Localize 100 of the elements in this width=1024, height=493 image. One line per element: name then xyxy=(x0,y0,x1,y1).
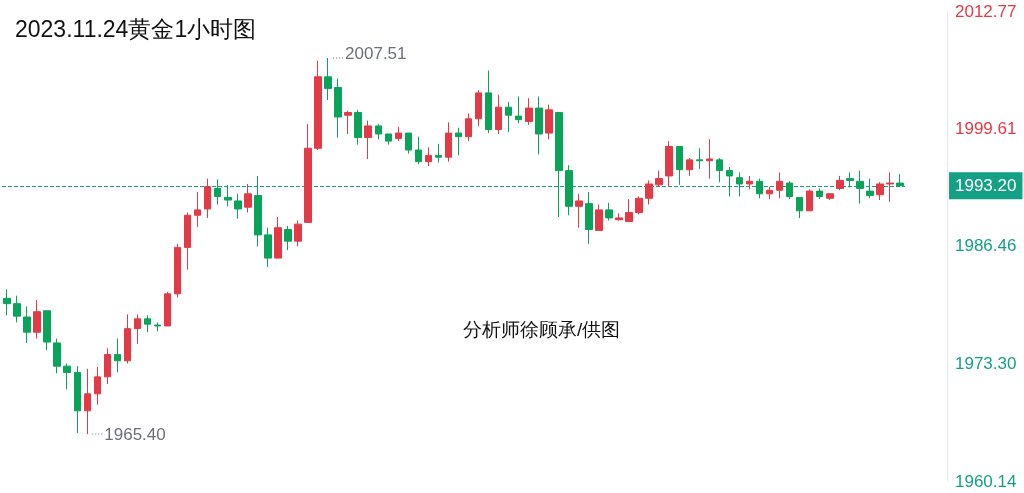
annotation: 分析师徐顾承/供图 xyxy=(463,319,621,340)
candlestick xyxy=(515,95,522,124)
candlestick xyxy=(686,157,693,177)
candlestick xyxy=(816,187,823,200)
candlestick xyxy=(806,188,813,212)
candlestick xyxy=(475,89,482,127)
candlestick xyxy=(455,127,462,156)
y-tick-label: 2012.77 xyxy=(955,1,1017,21)
candlestick xyxy=(53,337,61,374)
candlestick xyxy=(84,368,91,435)
candlestick xyxy=(63,362,71,390)
candlestick xyxy=(334,78,342,139)
candlestick xyxy=(876,181,884,201)
candlestick xyxy=(33,299,41,339)
candlestick xyxy=(264,227,272,268)
candlestick xyxy=(94,366,101,406)
candlestick xyxy=(294,220,302,247)
candlestick xyxy=(716,157,723,183)
candlestick xyxy=(565,164,573,216)
candlestick xyxy=(284,225,292,251)
candlestick xyxy=(635,195,643,215)
candlestick xyxy=(114,337,121,373)
candlestick xyxy=(545,104,553,140)
candlestick xyxy=(405,132,412,155)
candlestick xyxy=(354,109,362,146)
candlestick xyxy=(615,212,623,222)
candlestick xyxy=(204,178,211,219)
candlestick xyxy=(364,120,372,160)
chart-title: 2023.11.24黄金1小时图 xyxy=(15,15,257,42)
candlestick xyxy=(13,295,21,323)
candlestick xyxy=(3,288,11,316)
candlestick xyxy=(194,191,201,228)
candlestick xyxy=(826,193,834,201)
candlestick xyxy=(144,314,151,333)
y-tick-label: 1960.14 xyxy=(955,471,1017,491)
candlestick xyxy=(836,175,844,191)
candlestick xyxy=(766,186,773,200)
candlestick xyxy=(585,191,593,245)
candlestick xyxy=(676,145,683,186)
candlestick xyxy=(304,123,312,223)
candlestick xyxy=(505,101,512,133)
candlestick xyxy=(154,321,161,332)
candlestick xyxy=(525,97,533,126)
candlestick xyxy=(395,126,402,142)
candlestick xyxy=(415,136,422,165)
candlestick xyxy=(555,112,563,218)
candlestick xyxy=(645,179,653,206)
candlestick xyxy=(385,133,392,146)
candlestick xyxy=(776,171,783,199)
candlestick xyxy=(435,143,442,164)
candlestick xyxy=(896,173,904,187)
candlestick xyxy=(274,216,282,259)
candlestick xyxy=(184,212,191,271)
candlestick xyxy=(756,178,763,199)
candlestick xyxy=(625,198,633,222)
annotation: 1965.40 xyxy=(104,424,166,444)
candlestick xyxy=(726,166,733,197)
candlestick xyxy=(324,57,332,101)
candlestick xyxy=(485,70,492,134)
candlestick xyxy=(495,94,502,135)
candlestick xyxy=(164,291,171,327)
candlestick xyxy=(43,310,51,351)
candlestick xyxy=(244,183,252,214)
y-tick-label: 1999.61 xyxy=(955,119,1017,139)
candlestick xyxy=(425,146,432,167)
candlestick xyxy=(74,365,81,434)
candlestick xyxy=(234,193,242,220)
candlestick xyxy=(595,204,603,231)
candlestick xyxy=(375,123,382,140)
candlestick xyxy=(736,171,743,197)
candlestick xyxy=(856,170,864,205)
candlestick xyxy=(23,305,31,344)
candlestick xyxy=(314,60,322,151)
candlestick xyxy=(605,202,613,222)
candlestick xyxy=(696,147,703,170)
candlestick xyxy=(174,243,181,298)
candlestick xyxy=(706,138,713,180)
candlestick xyxy=(224,184,232,207)
candlestick xyxy=(214,179,221,206)
candlestick xyxy=(344,110,352,135)
candlestick xyxy=(665,140,673,188)
candlestick xyxy=(846,171,854,189)
candlestick xyxy=(124,313,131,364)
candlestick xyxy=(866,178,874,199)
candlestick xyxy=(786,180,793,200)
candlestick xyxy=(796,196,803,219)
y-tick-label: 1986.46 xyxy=(955,236,1017,256)
candlestick xyxy=(746,175,753,190)
candlestick xyxy=(465,112,472,142)
candlestick xyxy=(655,170,663,188)
ref-line-label: 1993.20 xyxy=(955,176,1017,196)
candlestick xyxy=(134,313,141,345)
candlestick xyxy=(104,347,111,385)
y-tick-label: 1973.30 xyxy=(955,353,1017,373)
candlestick xyxy=(445,121,452,163)
annotation: 2007.51 xyxy=(345,44,407,64)
candlestick xyxy=(886,171,894,203)
candlestick xyxy=(575,193,583,229)
candlestick xyxy=(254,175,262,247)
candlestick xyxy=(535,95,543,156)
